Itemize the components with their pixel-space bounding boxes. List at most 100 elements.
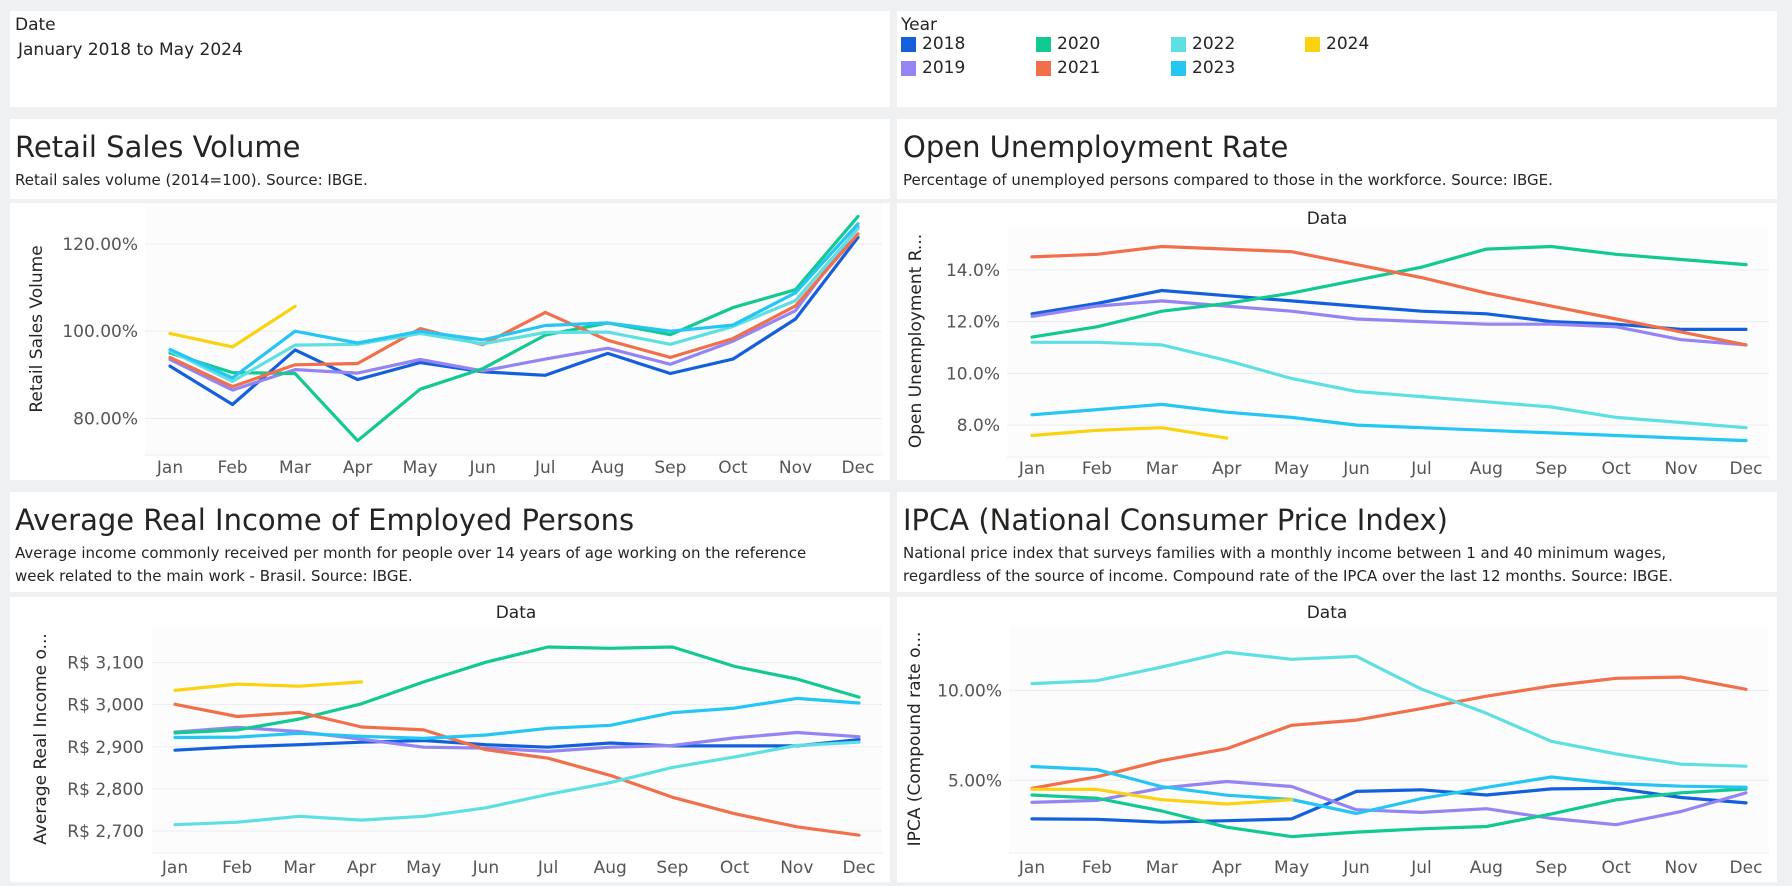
x-tick-label: Apr xyxy=(1212,858,1241,878)
series-line-2023[interactable] xyxy=(1030,764,1748,816)
series-line-2018[interactable] xyxy=(1030,288,1748,332)
x-tick-label: Feb xyxy=(222,858,252,878)
series-line-2021[interactable] xyxy=(1030,675,1748,790)
x-tick-label: Dec xyxy=(1730,858,1763,878)
x-tick-label: Jul xyxy=(537,858,559,878)
x-tick-label: May xyxy=(1274,858,1309,878)
plot-area xyxy=(1007,225,1769,457)
retail-chart-panel: 80.00% 100.00% 120.00% Retail Sales Volume J… xyxy=(10,203,890,480)
legend-swatch-icon xyxy=(1036,60,1051,76)
series-line-2024[interactable] xyxy=(1030,426,1229,440)
legend-label: 2024 xyxy=(1326,34,1370,54)
series-line-2024[interactable] xyxy=(173,680,364,693)
series-line-2023[interactable] xyxy=(168,222,860,380)
series-line-2019[interactable] xyxy=(173,725,861,753)
x-tick-label: Nov xyxy=(780,858,813,878)
series-line-2020[interactable] xyxy=(173,645,861,735)
y-tick-label: 10.00% xyxy=(937,681,1002,701)
series-line-2020[interactable] xyxy=(168,214,860,443)
legend-item-2020[interactable]: 2020 xyxy=(1036,34,1100,54)
legend-item-2018[interactable]: 2018 xyxy=(901,34,965,54)
income-chart: Data R$ 2,700 R$ 2,800 R$ 2,900 R$ 3,000 R$ 3… xyxy=(31,603,882,878)
x-tick-label: Jun xyxy=(468,458,496,478)
legend-item-2021[interactable]: 2021 xyxy=(1036,58,1100,78)
series-line-2022[interactable] xyxy=(1030,340,1748,430)
y-axis-title: Open Unemployment R... xyxy=(906,234,926,448)
legend-item-2019[interactable]: 2019 xyxy=(901,58,965,78)
x-tick-label: Mar xyxy=(283,858,315,878)
x-tick-label: Jul xyxy=(1410,858,1432,878)
series-line-2023[interactable] xyxy=(173,696,861,740)
legend-swatch-icon xyxy=(901,60,916,76)
legend-item-2024[interactable]: 2024 xyxy=(1305,34,1369,54)
income-chart-panel: Data R$ 2,700 R$ 2,800 R$ 2,900 R$ 3,000 R$ 3… xyxy=(10,597,890,882)
income-subtitle-line1: Average income commonly received per mon… xyxy=(15,544,807,562)
x-tick-label: Jun xyxy=(472,858,500,878)
series-line-2021[interactable] xyxy=(173,702,861,837)
series-line-2020[interactable] xyxy=(1030,787,1748,839)
x-tick-label: Jun xyxy=(1342,858,1370,878)
ipca-subtitle-line2: regardless of the source of income. Comp… xyxy=(903,567,1673,585)
x-tick-label: Apr xyxy=(343,458,372,478)
x-tick-label: Mar xyxy=(1146,459,1178,479)
date-filter-panel[interactable]: Date January 2018 to May 2024 xyxy=(10,11,890,107)
ipca-title: IPCA (National Consumer Price Index) xyxy=(903,503,1448,537)
x-tick-label: Nov xyxy=(779,458,812,478)
legend-item-2022[interactable]: 2022 xyxy=(1171,34,1235,54)
series-line-2020[interactable] xyxy=(1030,244,1748,339)
legend-swatch-icon xyxy=(901,36,916,52)
y-axis-title: Retail Sales Volume xyxy=(27,245,47,412)
legend-swatch-icon xyxy=(1036,36,1051,52)
date-filter-caption: Date xyxy=(15,15,56,35)
y-tick-label: R$ 2,900 xyxy=(67,738,144,758)
x-tick-label: Aug xyxy=(591,458,624,478)
series-line-2018[interactable] xyxy=(1030,786,1748,824)
retail-chart: 80.00% 100.00% 120.00% Retail Sales Volume J… xyxy=(27,203,882,478)
series-line-2021[interactable] xyxy=(168,232,860,389)
x-tick-label: Dec xyxy=(842,458,875,478)
x-tick-label: Aug xyxy=(594,858,627,878)
x-tick-label: Jan xyxy=(161,858,188,878)
series-line-2018[interactable] xyxy=(168,235,860,407)
y-tick-label: 8.0% xyxy=(957,416,1000,436)
y-tick-label: 120.00% xyxy=(62,235,138,255)
x-tick-label: Feb xyxy=(217,458,247,478)
x-tick-label: Mar xyxy=(1146,858,1178,878)
legend-label: 2019 xyxy=(922,58,966,78)
x-tick-label: Feb xyxy=(1082,858,1112,878)
legend-label: 2023 xyxy=(1192,58,1236,78)
series-line-2018[interactable] xyxy=(173,738,861,752)
series-line-2024[interactable] xyxy=(168,304,297,349)
y-axis-title: IPCA (Compound rate o... xyxy=(905,632,925,847)
income-subtitle-line2: week related to the main work - Brasil. … xyxy=(15,567,413,585)
x-tick-label: Jul xyxy=(1410,459,1432,479)
chart-title: Data xyxy=(1307,209,1348,229)
unemployment-subtitle: Percentage of unemployed persons compare… xyxy=(903,171,1553,189)
series-line-2024[interactable] xyxy=(1030,787,1294,806)
legend-caption: Year xyxy=(901,15,937,35)
x-tick-label: Sep xyxy=(1535,858,1567,878)
x-tick-label: Jan xyxy=(156,458,183,478)
x-tick-label: Oct xyxy=(1601,858,1631,878)
y-tick-label: R$ 2,800 xyxy=(67,780,144,800)
x-tick-label: Oct xyxy=(720,858,750,878)
y-tick-label: 10.0% xyxy=(946,364,1000,384)
series-line-2021[interactable] xyxy=(1030,244,1748,347)
series-line-2022[interactable] xyxy=(173,740,861,827)
series-line-2023[interactable] xyxy=(1030,402,1748,443)
ipca-chart-panel: Data 5.00% 10.00% IPCA (Compound rate o... J… xyxy=(897,597,1777,882)
x-tick-label: Sep xyxy=(654,458,686,478)
y-tick-label: R$ 3,000 xyxy=(67,696,144,716)
series-line-2019[interactable] xyxy=(1030,299,1748,347)
date-filter-value[interactable]: January 2018 to May 2024 xyxy=(18,40,243,60)
series-line-2022[interactable] xyxy=(1030,650,1748,768)
legend-item-2023[interactable]: 2023 xyxy=(1171,58,1235,78)
series-line-2019[interactable] xyxy=(1030,779,1748,827)
ipca-subtitle-line1: National price index that surveys famili… xyxy=(903,544,1667,562)
plot-area xyxy=(1009,625,1769,853)
y-tick-label: R$ 3,100 xyxy=(67,654,144,674)
unemployment-title-panel: Open Unemployment Rate Percentage of une… xyxy=(897,119,1777,199)
series-line-2022[interactable] xyxy=(168,227,860,383)
legend-label: 2020 xyxy=(1057,34,1101,54)
x-tick-label: Sep xyxy=(1535,459,1567,479)
